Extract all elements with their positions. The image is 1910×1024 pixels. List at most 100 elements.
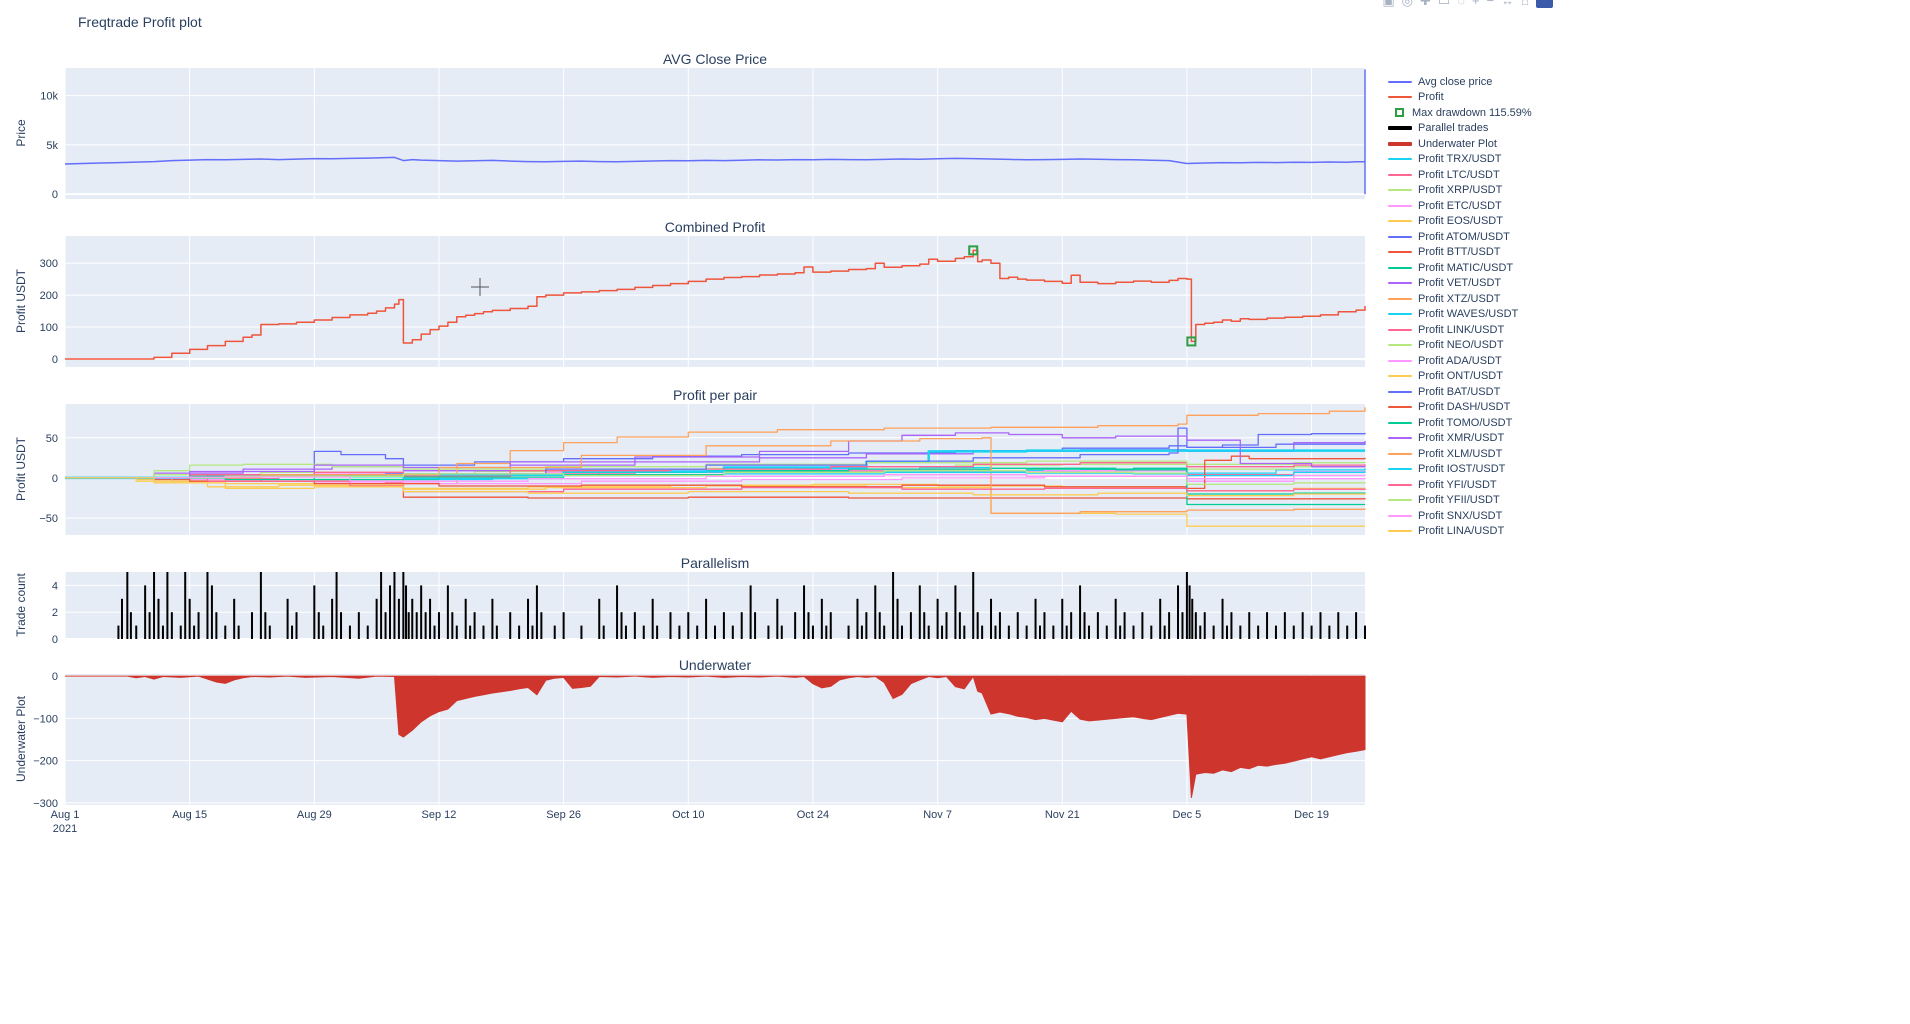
legend-item-profit-matic-usdt[interactable]: Profit MATIC/USDT (1388, 260, 1566, 276)
legend-item-profit-waves-usdt[interactable]: Profit WAVES/USDT (1388, 307, 1566, 323)
page-title: Freqtrade Profit plot (78, 14, 202, 30)
x-tick-label: Nov 21 (1045, 809, 1080, 821)
legend-item-profit[interactable]: Profit (1388, 90, 1566, 106)
legend-item-profit-tomo-usdt[interactable]: Profit TOMO/USDT (1388, 415, 1566, 431)
legend-line-sample-icon (1388, 158, 1412, 161)
series-avg-close-price[interactable] (64, 69, 1366, 195)
series-profit-yfi-usdt[interactable] (65, 477, 1366, 493)
subplot-title-profit-per-pair: Profit per pair (672, 387, 758, 403)
legend-item-profit-link-usdt[interactable]: Profit LINK/USDT (1388, 322, 1566, 338)
autoscale-icon[interactable]: ↔ (1501, 0, 1515, 8)
x-axis-labels: Aug 1 2021 Aug 15 Aug 29 Sep 12 Sep 26 Oct 10 O… (51, 809, 1329, 835)
legend-item-avg-close-price[interactable]: Avg close price (1388, 74, 1566, 90)
zoom-out-icon[interactable]: − (1486, 0, 1495, 8)
legend-label: Profit ONT/USDT (1418, 370, 1503, 383)
plotly-modebar: ▣ ◎ ✚ ▭ ◌ + − ↔ ⌂ (1382, 0, 1553, 11)
legend-line-sample-icon (1388, 344, 1412, 347)
combined-profit-plot-area[interactable] (65, 236, 1365, 367)
legend-label: Profit WAVES/USDT (1418, 308, 1519, 321)
legend-label: Profit LTC/USDT (1418, 168, 1500, 181)
max-drawdown-marker[interactable] (968, 245, 979, 256)
legend-item-profit-bat-usdt[interactable]: Profit BAT/USDT (1388, 384, 1566, 400)
legend-item-profit-ltc-usdt[interactable]: Profit LTC/USDT (1388, 167, 1566, 183)
legend-item-profit-etc-usdt[interactable]: Profit ETC/USDT (1388, 198, 1566, 214)
series-profit-xmr-usdt[interactable] (65, 432, 1366, 479)
series-profit-yfii-usdt[interactable] (65, 470, 1366, 486)
legend-item-profit-yfii-usdt[interactable]: Profit YFII/USDT (1388, 493, 1566, 509)
legend-line-sample-icon (1388, 313, 1412, 316)
legend-item-profit-xlm-usdt[interactable]: Profit XLM/USDT (1388, 446, 1566, 462)
legend-item-profit-ont-usdt[interactable]: Profit ONT/USDT (1388, 369, 1566, 385)
legend-item-profit-atom-usdt[interactable]: Profit ATOM/USDT (1388, 229, 1566, 245)
series-profit-dash-usdt[interactable] (65, 455, 1366, 490)
box-select-icon[interactable]: ▭ (1437, 0, 1451, 8)
legend-item-profit-lina-usdt[interactable]: Profit LINA/USDT (1388, 524, 1566, 540)
legend-item-profit-neo-usdt[interactable]: Profit NEO/USDT (1388, 338, 1566, 354)
legend-label: Profit EOS/USDT (1418, 215, 1503, 228)
y-tick-label: 10k (40, 91, 58, 103)
legend-item-profit-xtz-usdt[interactable]: Profit XTZ/USDT (1388, 291, 1566, 307)
series-profit-snx-usdt[interactable] (65, 474, 1366, 482)
max-drawdown-marker[interactable] (1186, 336, 1197, 347)
avg-close-price-subplot: 0 5k 10k (40, 68, 1366, 201)
y-axis-title-trade-count: Trade count (14, 573, 28, 637)
series-profit-lina-usdt[interactable] (65, 477, 1366, 497)
legend-label: Profit TOMO/USDT (1418, 416, 1513, 429)
legend-item-profit-xrp-usdt[interactable]: Profit XRP/USDT (1388, 183, 1566, 199)
underwater-area[interactable] (65, 675, 1366, 798)
zoom-icon[interactable]: ◎ (1401, 0, 1414, 8)
legend-item-profit-dash-usdt[interactable]: Profit DASH/USDT (1388, 400, 1566, 416)
x-tick-label: Aug 29 (297, 809, 332, 821)
subplot-title-avg-close-price: AVG Close Price (663, 51, 767, 67)
avg-close-price-plot-area[interactable] (65, 68, 1365, 199)
legend-item-profit-eos-usdt[interactable]: Profit EOS/USDT (1388, 214, 1566, 230)
camera-icon[interactable]: ▣ (1382, 0, 1395, 8)
legend-item-profit-trx-usdt[interactable]: Profit TRX/USDT (1388, 152, 1566, 168)
zoom-in-icon[interactable]: + (1471, 0, 1480, 8)
series-profit-xlm-usdt[interactable] (65, 437, 1366, 514)
y-tick-label: −100 (33, 713, 58, 725)
legend-item-profit-snx-usdt[interactable]: Profit SNX/USDT (1388, 508, 1566, 524)
y-tick-label: 0 (52, 634, 58, 646)
legend-line-sample-icon (1388, 328, 1412, 331)
x-tick-label: Dec 19 (1294, 809, 1329, 821)
legend-label: Profit ADA/USDT (1418, 354, 1502, 367)
legend-label: Profit IOST/USDT (1418, 463, 1506, 476)
series-profit-link-usdt[interactable] (65, 462, 1366, 479)
legend-item-underwater-plot[interactable]: Underwater Plot (1388, 136, 1566, 152)
legend-item-profit-ada-usdt[interactable]: Profit ADA/USDT (1388, 353, 1566, 369)
legend-item-profit-btt-usdt[interactable]: Profit BTT/USDT (1388, 245, 1566, 261)
legend-line-sample-icon (1388, 390, 1412, 393)
pan-icon[interactable]: ✚ (1420, 0, 1431, 8)
legend-item-profit-vet-usdt[interactable]: Profit VET/USDT (1388, 276, 1566, 292)
legend-item-profit-xmr-usdt[interactable]: Profit XMR/USDT (1388, 431, 1566, 447)
legend-line-sample-icon (1388, 297, 1412, 300)
reset-axes-icon[interactable]: ⌂ (1521, 0, 1529, 8)
lasso-select-icon[interactable]: ◌ (1457, 0, 1465, 8)
series-profit-atom-usdt[interactable] (65, 442, 1366, 479)
legend-label: Profit (1418, 91, 1444, 104)
x-tick-label: Sep 26 (546, 809, 581, 821)
legend-line-sample-icon (1388, 126, 1412, 131)
y-axis-title-underwater-plot: Underwater Plot (14, 695, 28, 783)
profit-per-pair-subplot: −50 0 50 (39, 404, 1366, 535)
legend-line-sample-icon (1388, 468, 1412, 471)
series-profit-ada-usdt[interactable] (65, 475, 1366, 485)
y-tick-label: 300 (40, 258, 58, 270)
legend-label: Profit XMR/USDT (1418, 432, 1505, 445)
y-tick-label: 50 (46, 433, 58, 445)
y-tick-label: 2 (52, 607, 58, 619)
legend-item-parallel-trades[interactable]: Parallel trades (1388, 121, 1566, 137)
series-profit-neo-usdt[interactable] (65, 460, 1366, 479)
legend-label: Profit MATIC/USDT (1418, 261, 1514, 274)
legend-label: Profit ATOM/USDT (1418, 230, 1510, 243)
legend-item-max-drawdown-115-59[interactable]: Max drawdown 115.59% (1388, 105, 1566, 121)
legend-item-profit-yfi-usdt[interactable]: Profit YFI/USDT (1388, 477, 1566, 493)
plotly-logo[interactable] (1536, 0, 1553, 8)
legend-line-sample-icon (1388, 251, 1412, 254)
legend-item-profit-iost-usdt[interactable]: Profit IOST/USDT (1388, 462, 1566, 478)
parallelism-bars[interactable] (117, 572, 1366, 639)
series-profit[interactable] (65, 249, 1366, 360)
series-profit-ont-usdt[interactable] (65, 477, 1365, 527)
legend-label: Underwater Plot (1418, 137, 1497, 150)
